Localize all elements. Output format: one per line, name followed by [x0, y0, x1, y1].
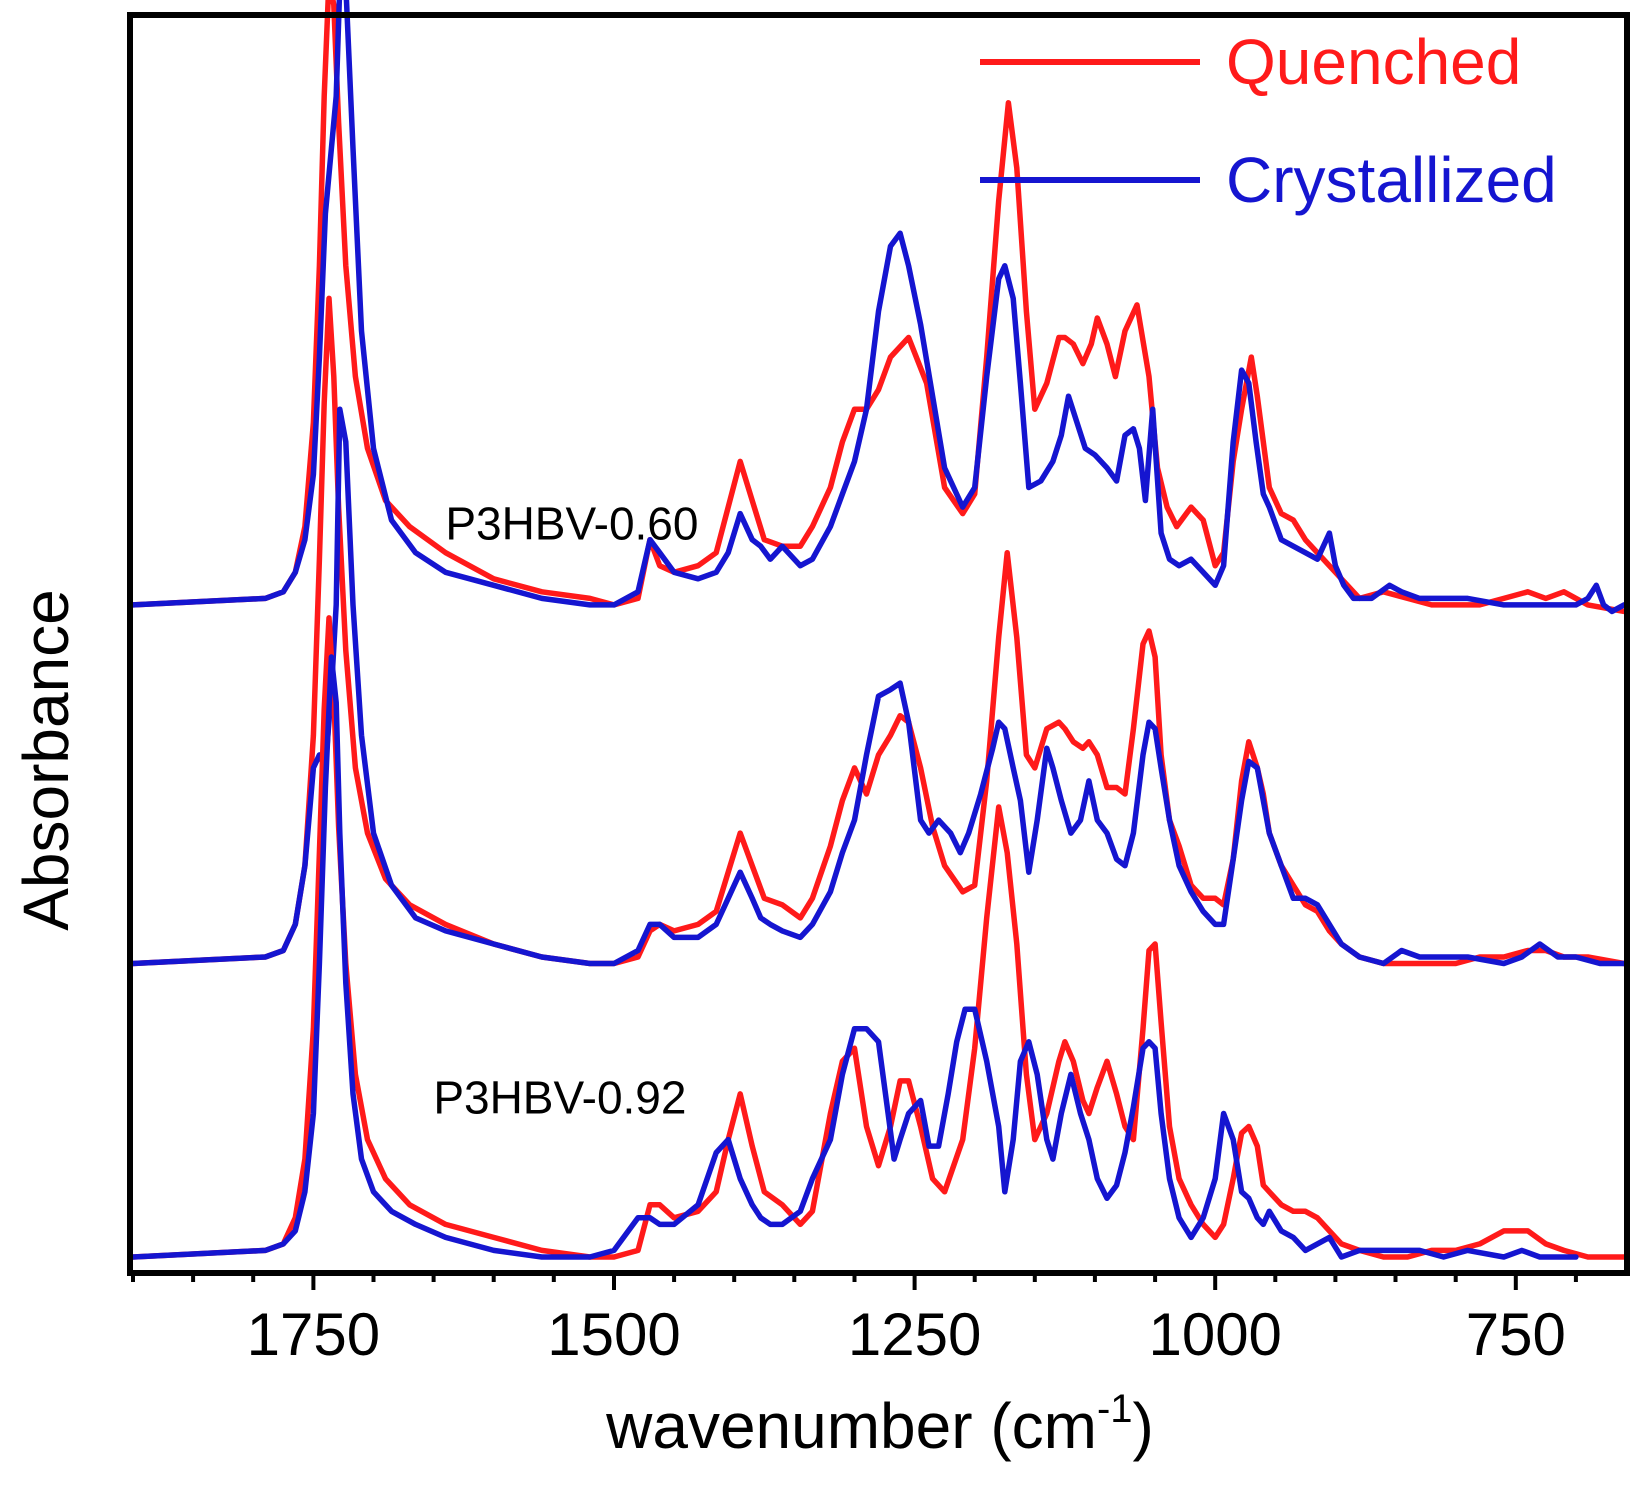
sample-label-2: P3HBV-0.92	[433, 1072, 686, 1124]
spectrum-group-2	[130, 615, 1627, 1260]
x-axis-title: wavenumber (cm-1)	[605, 1387, 1154, 1462]
series-line-quenched-2	[130, 615, 1627, 1260]
x-tick-label-1250: 1250	[848, 1301, 981, 1368]
spectra-curves	[130, 0, 1627, 1260]
x-tick-label-1500: 1500	[547, 1301, 680, 1368]
x-axis-title-superscript: -1	[1097, 1387, 1133, 1431]
series-line-crystallized-0	[130, 0, 1627, 615]
y-axis-title: Absorbance	[10, 589, 82, 931]
x-tick-label-1750: 1750	[247, 1301, 380, 1368]
plot-frame	[127, 12, 1630, 1276]
legend-label-crystallized: Crystallized	[1226, 144, 1557, 216]
x-tick-label-750: 750	[1466, 1301, 1566, 1368]
spectrum-group-1	[130, 295, 1627, 967]
series-line-crystallized-1	[130, 406, 1627, 967]
series-line-quenched-1	[130, 295, 1627, 967]
spectrum-group-0	[130, 0, 1627, 615]
x-axis-title-close: )	[1133, 1390, 1154, 1462]
x-tick-label-1000: 1000	[1148, 1301, 1281, 1368]
x-axis-title-text: wavenumber (cm	[605, 1390, 1097, 1462]
legend-label-quenched: Quenched	[1226, 26, 1521, 98]
series-line-quenched-0	[130, 0, 1627, 615]
legend: Quenched Crystallized	[980, 26, 1557, 216]
x-axis-ticks: 1750 1500 1250 1000 750	[131, 1270, 1578, 1368]
sample-label-1: P3HBV-0.60	[445, 498, 698, 550]
series-line-crystallized-2	[130, 654, 1579, 1260]
